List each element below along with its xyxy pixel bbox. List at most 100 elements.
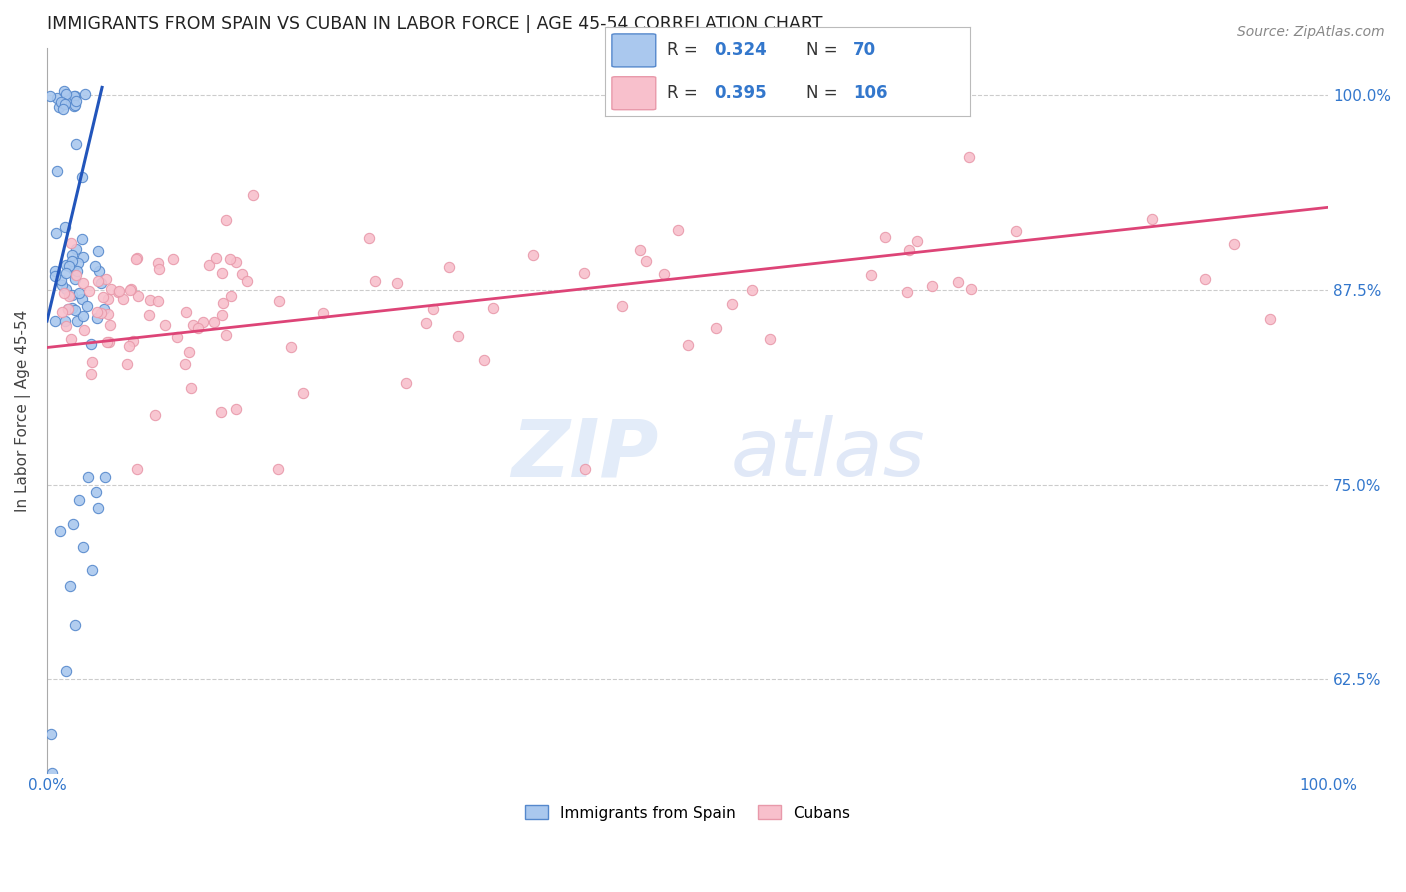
Point <box>472 352 495 367</box>
Point <box>90 276 112 290</box>
Point <box>41 765 63 780</box>
Point <box>72 250 94 264</box>
Point <box>55 87 77 101</box>
Point <box>162 252 184 267</box>
Point <box>212 295 235 310</box>
Point <box>211 267 233 281</box>
Point <box>120 282 142 296</box>
Point <box>873 230 896 244</box>
Point <box>125 462 148 476</box>
Point <box>97 307 120 321</box>
Point <box>211 308 233 322</box>
Point <box>1194 271 1216 285</box>
Point <box>56 302 79 317</box>
Point <box>482 301 505 315</box>
Point <box>63 617 86 632</box>
Point <box>65 272 87 286</box>
Point <box>98 318 121 332</box>
Point <box>721 296 744 310</box>
Point <box>118 338 141 352</box>
Point <box>574 462 596 476</box>
Point <box>905 235 928 249</box>
Point <box>53 84 76 98</box>
Point <box>209 405 232 419</box>
Point <box>63 89 86 103</box>
Point <box>80 355 103 369</box>
Point <box>215 327 238 342</box>
Point <box>139 293 162 307</box>
Point <box>58 260 80 274</box>
Point <box>1223 236 1246 251</box>
Point <box>70 293 93 307</box>
Point <box>107 285 129 299</box>
Text: N =: N = <box>806 84 842 102</box>
Point <box>59 235 82 250</box>
Point <box>204 251 226 265</box>
Point <box>60 288 83 302</box>
Point <box>45 164 67 178</box>
Point <box>957 151 980 165</box>
Point <box>58 289 80 303</box>
Point <box>225 402 247 417</box>
Point <box>80 367 103 381</box>
Point <box>422 301 444 316</box>
Point <box>363 274 385 288</box>
Point <box>628 243 651 257</box>
Point <box>65 94 87 108</box>
Point <box>166 330 188 344</box>
Point <box>111 292 134 306</box>
Point <box>741 283 763 297</box>
Point <box>143 408 166 422</box>
Point <box>242 188 264 202</box>
Point <box>48 100 70 114</box>
Point <box>148 262 170 277</box>
Point <box>45 226 67 240</box>
Point <box>202 315 225 329</box>
Point <box>267 293 290 308</box>
Point <box>65 137 87 152</box>
Point <box>55 266 77 280</box>
Point <box>70 232 93 246</box>
Point <box>55 665 77 679</box>
Point <box>83 259 105 273</box>
Text: ZIP: ZIP <box>512 415 659 493</box>
Point <box>67 493 90 508</box>
Point <box>115 357 138 371</box>
Point <box>44 314 66 328</box>
Point <box>56 301 79 316</box>
Point <box>65 268 87 282</box>
Point <box>70 169 93 184</box>
Point <box>948 275 970 289</box>
Point <box>860 268 883 282</box>
FancyBboxPatch shape <box>612 34 655 67</box>
Point <box>108 285 131 299</box>
Point <box>266 462 288 476</box>
Point <box>72 277 94 291</box>
Legend: Immigrants from Spain, Cubans: Immigrants from Spain, Cubans <box>519 799 856 827</box>
Text: 0.395: 0.395 <box>714 84 766 102</box>
Point <box>153 318 176 332</box>
Point <box>235 274 257 288</box>
Point <box>87 274 110 288</box>
Text: Source: ZipAtlas.com: Source: ZipAtlas.com <box>1237 25 1385 39</box>
Point <box>58 91 80 105</box>
Point <box>447 328 470 343</box>
Point <box>93 302 115 317</box>
Point <box>76 299 98 313</box>
Point <box>704 320 727 334</box>
Y-axis label: In Labor Force | Age 45-54: In Labor Force | Age 45-54 <box>15 310 31 512</box>
Point <box>896 285 918 300</box>
Text: atlas: atlas <box>731 415 927 493</box>
Point <box>63 302 86 317</box>
Point <box>179 345 201 359</box>
Point <box>96 272 118 286</box>
Point <box>44 264 66 278</box>
Text: N =: N = <box>806 41 842 59</box>
Text: IMMIGRANTS FROM SPAIN VS CUBAN IN LABOR FORCE | AGE 45-54 CORRELATION CHART: IMMIGRANTS FROM SPAIN VS CUBAN IN LABOR … <box>46 15 823 33</box>
Point <box>652 267 675 281</box>
Point <box>67 285 90 300</box>
Text: 70: 70 <box>853 41 876 59</box>
Point <box>634 253 657 268</box>
Point <box>127 251 149 265</box>
Point <box>921 278 943 293</box>
